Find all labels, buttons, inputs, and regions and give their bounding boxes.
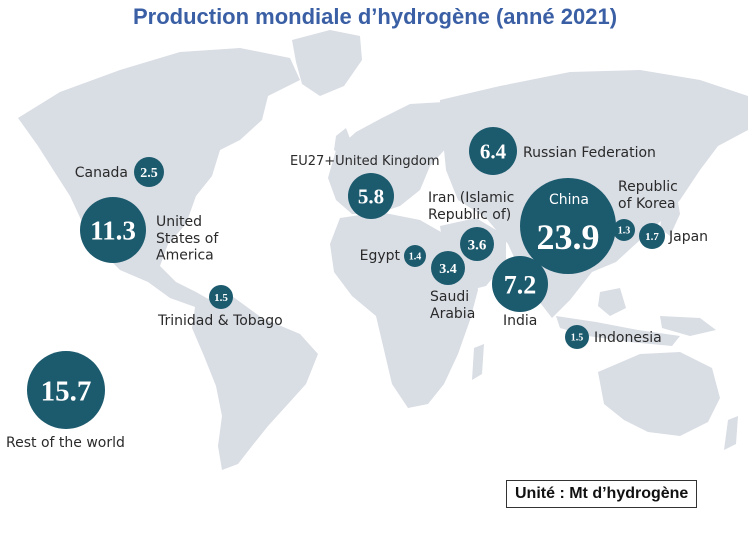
label-trinidad-tobago: Trinidad & Tobago	[157, 313, 283, 329]
borneo-land	[598, 288, 626, 316]
label-canada: Canada	[75, 165, 128, 181]
value-canada: 2.5	[140, 166, 158, 181]
bubble-eu27-united-kingdom	[348, 173, 394, 219]
madagascar-land	[472, 344, 484, 380]
value-rest-of-the-world: 15.7	[41, 375, 92, 407]
value-saudi-arabia: 3.4	[439, 262, 457, 277]
bubble-iran-islamic-republic-of	[460, 227, 494, 261]
bubble-united-states-of-america	[80, 197, 146, 263]
labels-layer: Canada United States of America Trinidad & T…	[6, 145, 708, 451]
bubble-trinidad-tobago	[209, 285, 233, 309]
value-united-states-of-america: 11.3	[90, 216, 136, 246]
new-guinea-land	[660, 316, 716, 336]
label-indonesia: Indonesia	[594, 330, 662, 346]
bubble-rest-of-the-world	[27, 351, 105, 429]
value-eu27-united-kingdom: 5.8	[358, 185, 384, 209]
new-zealand-land	[724, 416, 738, 450]
label-egypt: Egypt	[360, 248, 401, 264]
label-iran-islamic-republic-of: Iran (Islamic Republic of)	[428, 190, 514, 223]
bubbles-layer: 2.5 11.3 1.5 15.7 5.8 6.4 3.6 1.4 3.4 7.223.9 1.3 1…	[27, 127, 665, 429]
label-japan: Japan	[668, 229, 708, 245]
south-america-land	[192, 296, 318, 470]
label-eu27-united-kingdom: EU27+United Kingdom	[290, 154, 440, 169]
label-russian-federation: Russian Federation	[523, 145, 656, 161]
indonesia-land	[556, 316, 680, 346]
value-trinidad-tobago: 1.5	[214, 292, 228, 304]
bubble-china	[520, 178, 616, 274]
bubble-indonesia	[565, 325, 589, 349]
label-rest-of-the-world: Rest of the world	[6, 435, 125, 451]
uk-land	[334, 128, 352, 156]
value-china: 23.9	[537, 217, 600, 257]
value-india: 7.2	[504, 270, 537, 299]
label-india: India	[503, 313, 537, 329]
value-egypt: 1.4	[409, 252, 422, 263]
japan-land	[660, 190, 680, 236]
greenland-land	[292, 30, 362, 96]
value-republic-of-korea: 1.3	[618, 226, 631, 237]
bubble-russian-federation	[469, 127, 517, 175]
value-iran-islamic-republic-of: 3.6	[468, 237, 487, 253]
bubble-republic-of-korea	[613, 219, 635, 241]
bubble-canada	[134, 157, 164, 187]
label-united-states-of-america: United States of America	[156, 214, 219, 264]
map-title: Production mondiale d’hydrogène (anné 20…	[132, 4, 618, 29]
label-china: China	[549, 192, 589, 208]
unit-note: Unité : Mt d’hydrogène	[506, 480, 698, 508]
australia-land	[598, 352, 720, 436]
bubble-saudi-arabia	[431, 251, 465, 285]
bubble-japan	[639, 223, 665, 249]
label-saudi-arabia: Saudi Arabia	[430, 289, 475, 322]
bubble-india	[492, 256, 548, 312]
bubble-egypt	[404, 245, 426, 267]
label-republic-of-korea: Republic of Korea	[618, 179, 678, 212]
value-russian-federation: 6.4	[480, 140, 507, 164]
value-indonesia: 1.5	[571, 333, 584, 344]
value-japan: 1.7	[645, 231, 659, 243]
